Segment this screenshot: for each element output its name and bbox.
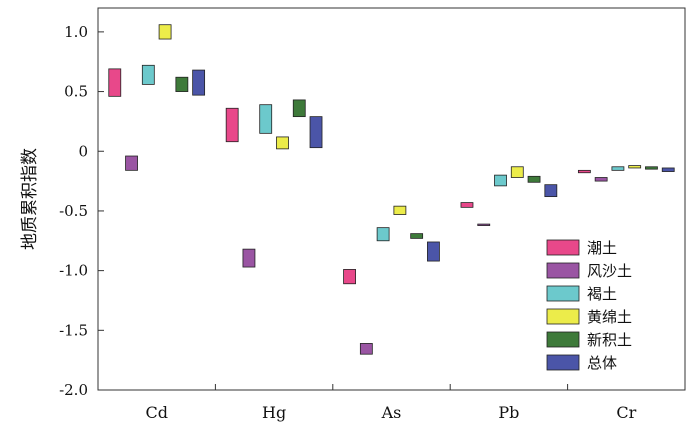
bar-as-series-4: [393, 205, 407, 215]
bar-as-series-2: [359, 343, 373, 355]
y-tick-label: 0.5: [64, 83, 88, 101]
bar-cd-series-1: [108, 68, 122, 97]
bar-pb-series-3: [494, 174, 507, 187]
bar-as-series-3: [376, 227, 390, 242]
legend-label: 褐土: [587, 285, 617, 303]
bar-cd-series-4: [158, 24, 172, 40]
bar-pb-series-6: [544, 184, 558, 198]
bar-cd-series-2: [125, 155, 138, 171]
x-category-label: As: [381, 403, 402, 422]
legend-label: 黄绵土: [587, 308, 632, 326]
bar-as-series-5: [410, 233, 424, 239]
bar-as-series-6: [427, 241, 440, 262]
y-tick-label: -2.0: [59, 381, 88, 399]
bar-cr-series-6: [661, 167, 675, 172]
bar-pb-series-5: [527, 175, 541, 183]
bar-cr-series-5: [645, 166, 658, 170]
legend-swatch: [546, 262, 580, 279]
y-tick-label: -1.0: [59, 262, 88, 280]
legend-label: 风沙土: [587, 262, 632, 280]
y-axis-title: 地质累积指数: [20, 148, 40, 250]
y-tick-label: 1.0: [64, 23, 88, 41]
y-tick-label: 0: [78, 142, 88, 160]
x-category-label: Pb: [498, 403, 519, 422]
bar-as-series-1: [343, 269, 356, 285]
bar-pb-series-1: [460, 202, 474, 208]
legend-label: 潮土: [587, 239, 617, 257]
bars-layer: [108, 24, 675, 355]
legend-label: 新积土: [587, 331, 632, 349]
plot-frame: [97, 7, 686, 391]
bar-hg-series-1: [225, 107, 239, 143]
x-axis: Cd Hg As Pb Cr: [145, 384, 637, 422]
legend-swatch: [546, 285, 580, 302]
y-axis: 1.0 0.5 0 -0.5 -1.0 -1.5 -2.0: [59, 23, 104, 399]
bar-cr-series-3: [611, 166, 625, 171]
bar-cd-series-5: [175, 76, 189, 92]
bar-cr-series-1: [577, 169, 591, 174]
bar-hg-series-5: [292, 99, 306, 118]
bar-cd-series-6: [192, 69, 206, 96]
legend-swatch: [546, 308, 580, 325]
bar-pb-series-2: [477, 223, 491, 226]
bar-cr-series-4: [628, 165, 642, 169]
plot-area-border: [97, 7, 686, 391]
bar-pb-series-4: [510, 166, 524, 178]
legend-label: 总体: [587, 354, 617, 372]
legend-swatch: [546, 354, 580, 371]
bar-hg-series-3: [259, 104, 273, 134]
y-tick-label: -0.5: [59, 202, 88, 220]
legend-swatch: [546, 239, 580, 256]
x-category-label: Hg: [262, 403, 286, 422]
bar-hg-series-4: [276, 136, 289, 150]
bar-cr-series-2: [594, 177, 608, 182]
bar-cd-series-3: [141, 64, 155, 85]
legend-swatch: [546, 331, 580, 348]
bar-hg-series-6: [309, 116, 323, 149]
x-category-label: Cr: [616, 403, 636, 422]
x-category-label: Cd: [145, 403, 167, 422]
bar-hg-series-2: [242, 248, 256, 268]
y-tick-label: -1.5: [59, 321, 88, 339]
